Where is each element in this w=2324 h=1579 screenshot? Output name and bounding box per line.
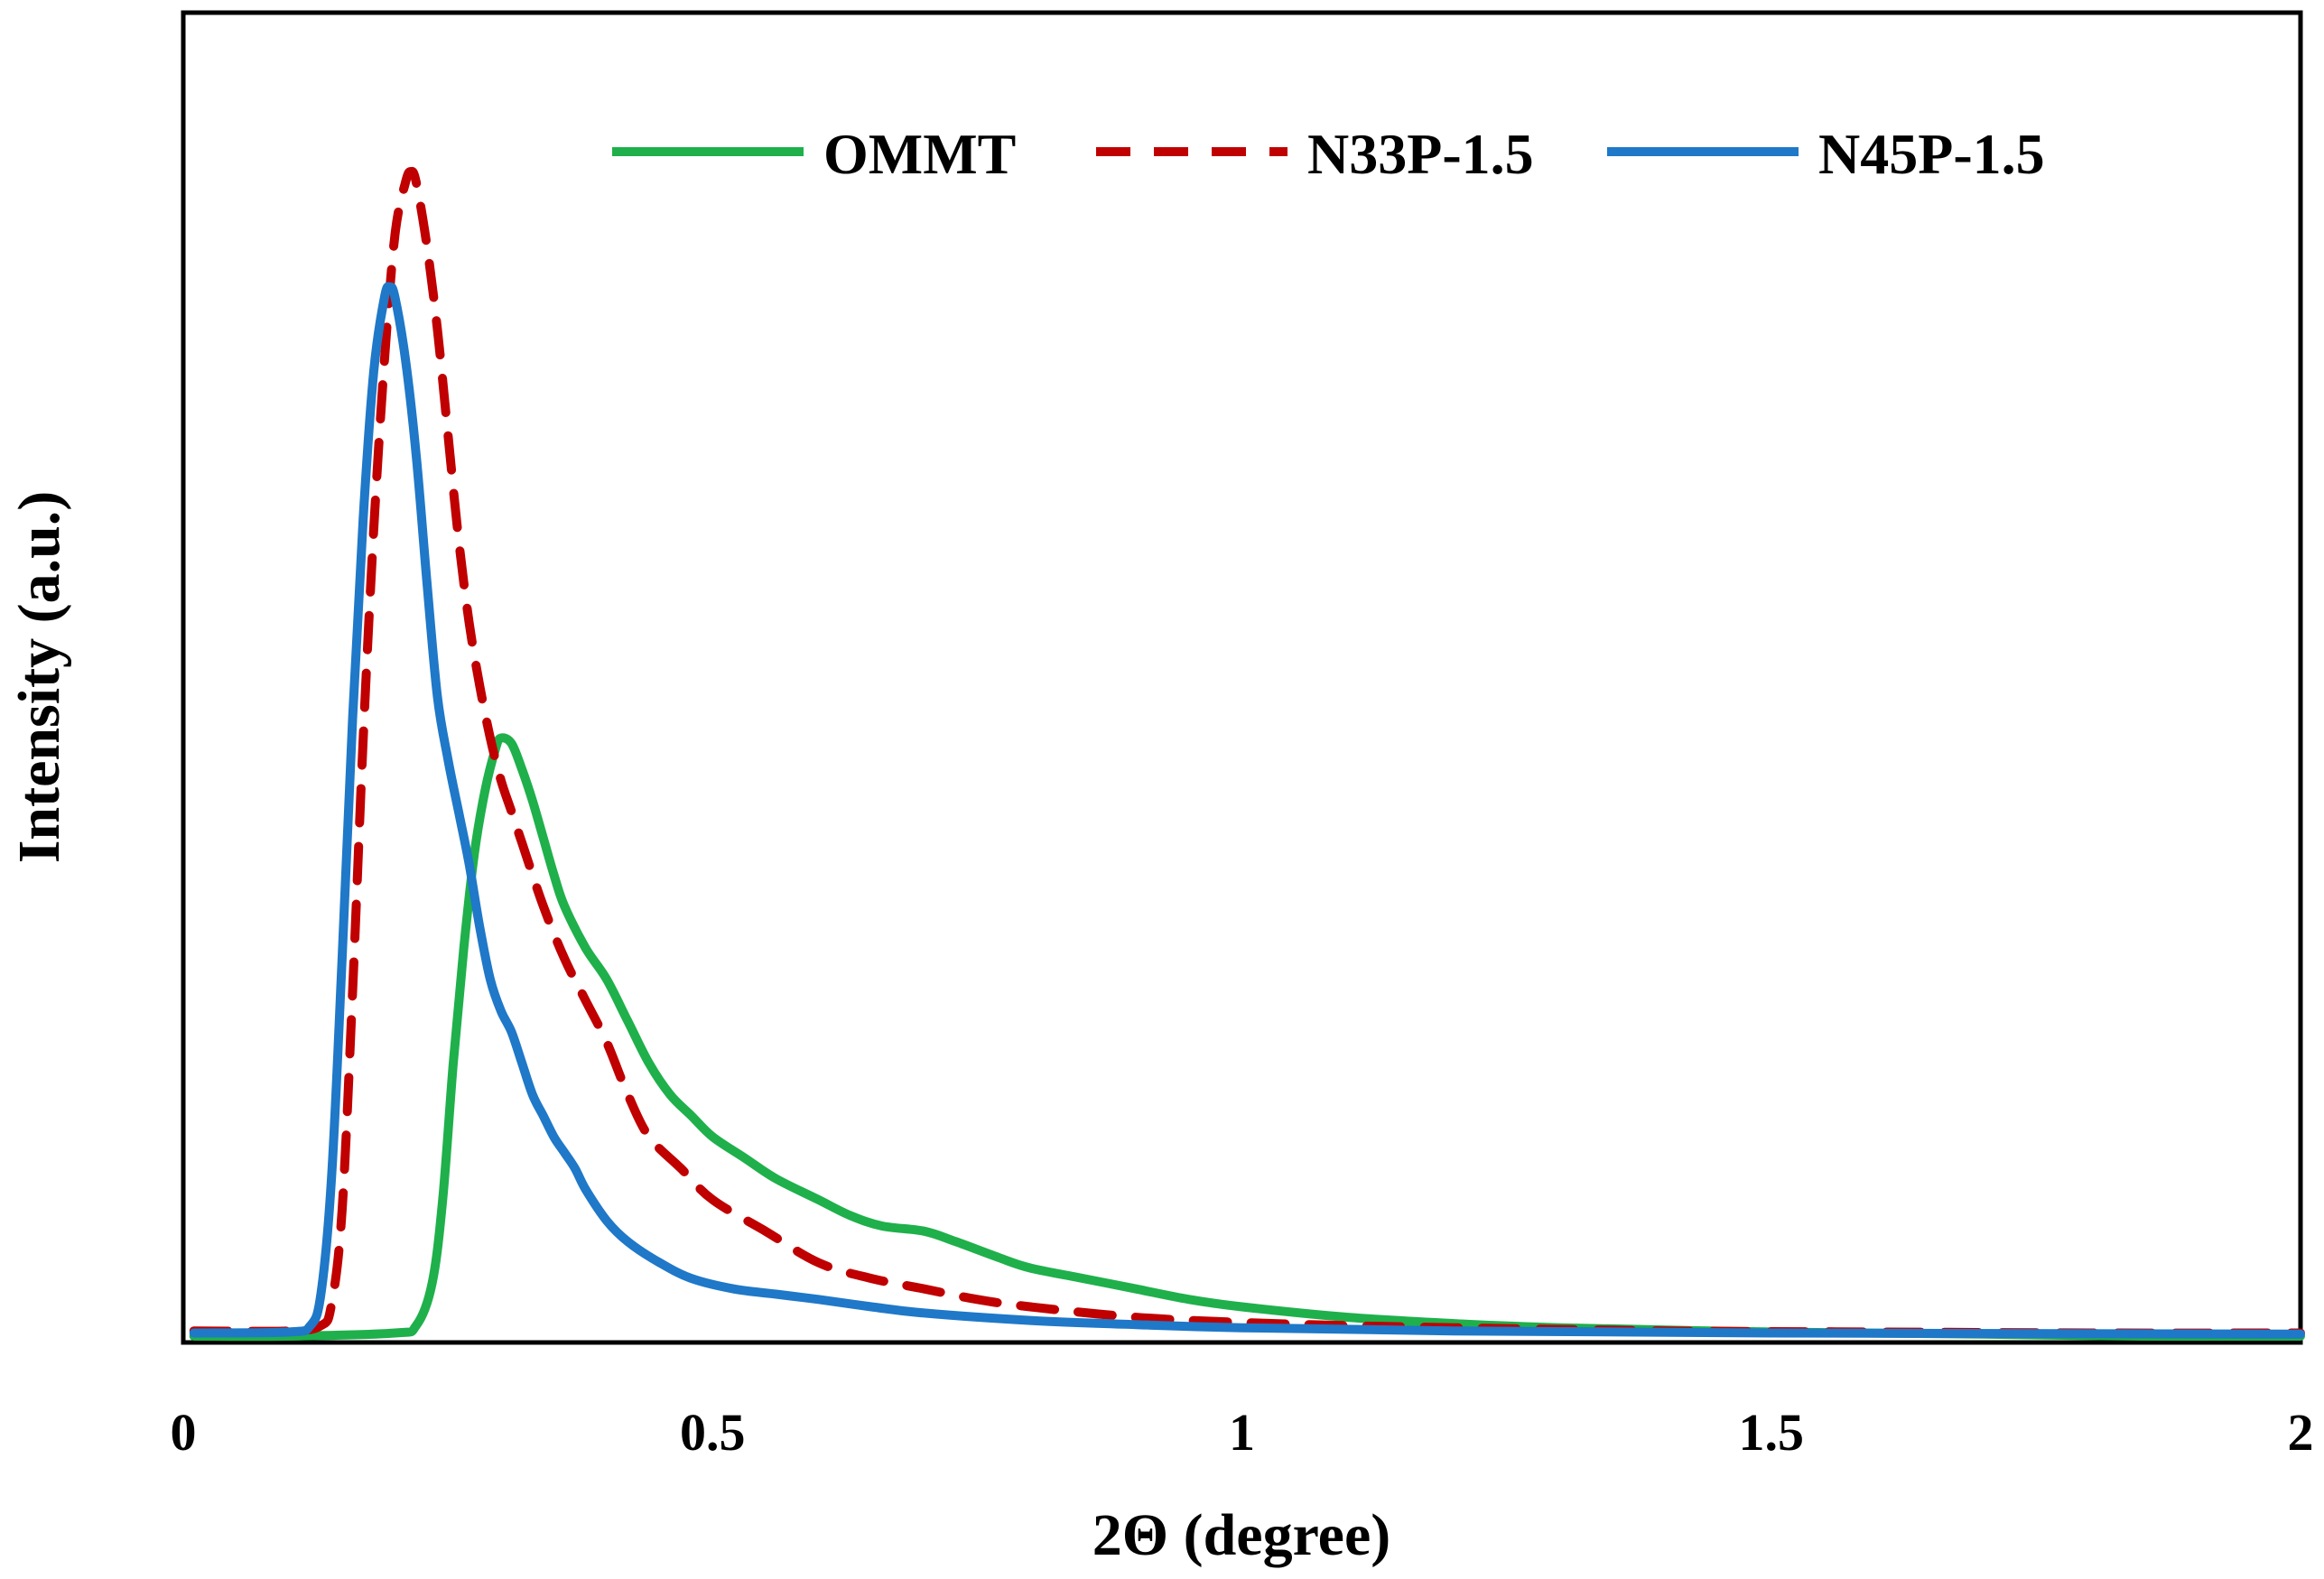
series-line-n33p-1-5 bbox=[189, 166, 2305, 1338]
legend-label-n33p-1-5: N33P-1.5 bbox=[1307, 122, 1534, 186]
plot-frame bbox=[181, 10, 2303, 1345]
x-axis-title: 2Θ (degree) bbox=[1092, 1502, 1390, 1568]
series-line-n45p-1-5 bbox=[189, 282, 2305, 1339]
y-axis-title: Intensity (a.u.) bbox=[6, 491, 72, 864]
x-tick-label: 1 bbox=[1229, 1403, 1255, 1462]
legend-label-n45p-1-5: N45P-1.5 bbox=[1818, 122, 2045, 186]
x-tick-label: 0 bbox=[171, 1403, 197, 1462]
x-tick-labels: 0 0.5 1 1.5 2 bbox=[171, 1403, 2314, 1462]
x-tick-label: 1.5 bbox=[1739, 1403, 1805, 1462]
x-tick-label: 0.5 bbox=[680, 1403, 746, 1462]
legend: OMMT N33P-1.5 N45P-1.5 bbox=[612, 122, 2045, 186]
x-tick-label: 2 bbox=[2288, 1403, 2314, 1462]
legend-label-ommt: OMMT bbox=[823, 122, 1016, 186]
series-layer bbox=[189, 166, 2305, 1342]
